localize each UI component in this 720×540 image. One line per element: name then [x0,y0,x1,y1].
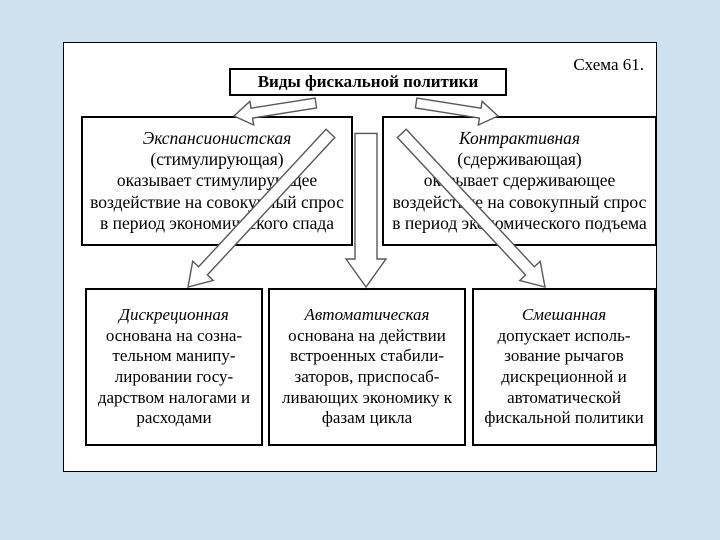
row1-contractive: Контрактивная (сдерживающая) оказывает с… [382,116,657,246]
row2-right-desc: допускает исполь­зование рычагов дискрец… [480,326,648,430]
row1-left-desc: оказывает стимулирующее воздействие на с… [89,170,345,234]
title-text: Виды фискальной политики [258,72,479,93]
row1-right-desc: оказывает сдерживающее воздействие на со… [390,170,649,234]
row1-left-name: Экспансионистская [143,128,291,149]
scheme-number: Схема 61. [549,55,644,75]
row2-mixed: Смешанная допускает исполь­зование рычаг… [472,288,656,446]
row1-expansionist: Экспансионистская (стимулирующая) оказыв… [81,116,353,246]
row1-right-name: Контрактивная [459,128,580,149]
row2-left-name: Дискреционная [119,305,229,324]
title-box: Виды фискальной политики [229,68,507,96]
canvas: Схема 61. Виды фискальной политики Экспа… [0,0,720,540]
row2-right-name: Смешанная [522,305,606,324]
row2-discretionary: Дискреционная основана на созна­тельном … [85,288,263,446]
row1-left-sub: (стимулирующая) [150,149,283,170]
row2-automatic: Автоматическая основана на действии встр… [268,288,466,446]
row2-mid-name: Автоматическая [305,305,430,324]
row2-mid-desc: основана на действии встроенных стабили­… [276,326,458,430]
row2-left-desc: основана на созна­тельном манипу­лирован… [93,326,255,430]
row1-right-sub: (сдерживающая) [457,149,581,170]
